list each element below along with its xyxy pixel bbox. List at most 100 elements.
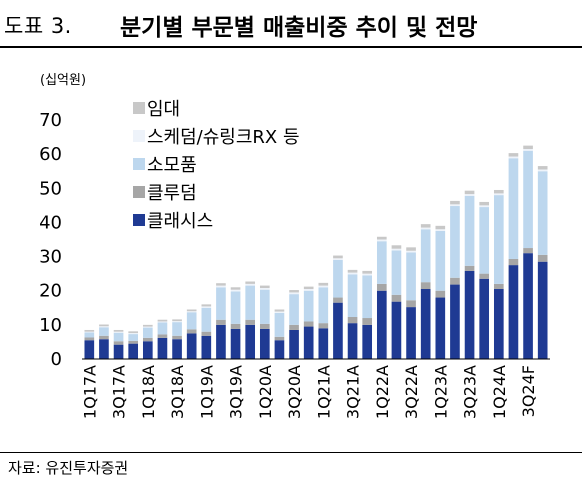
bar-segment	[186, 311, 197, 313]
x-tick-label: 1Q20A	[256, 365, 275, 419]
bar-segment	[128, 343, 139, 359]
bar-segment	[99, 335, 109, 340]
bar-segment	[391, 294, 402, 302]
bar-segment	[113, 332, 124, 342]
bar-segment	[333, 258, 343, 260]
bar-segment	[450, 204, 460, 207]
legend-swatch	[133, 214, 145, 226]
bar-segment	[303, 286, 314, 290]
x-tick-label: 3Q19A	[227, 365, 246, 419]
bar-segment	[333, 302, 343, 359]
bar-segment	[186, 329, 197, 334]
bar-segment	[230, 291, 241, 324]
bar-segment	[318, 282, 329, 286]
bar-segment	[391, 301, 402, 359]
header-rule	[0, 46, 582, 48]
bar-segment	[464, 194, 475, 196]
bar-segment	[537, 261, 548, 359]
bar-segment	[508, 153, 519, 157]
bar-segment	[435, 290, 446, 298]
x-tick-label: 1Q22A	[373, 365, 392, 419]
bar-segment	[128, 331, 139, 334]
bar-segment	[142, 327, 153, 338]
bar-segment	[172, 339, 182, 359]
figure-number: 도표 3.	[4, 14, 72, 38]
y-tick-label: 20	[39, 281, 62, 302]
bar-segment	[157, 334, 168, 338]
bar-segment	[493, 189, 504, 194]
legend-label: 임대	[147, 99, 180, 120]
bar-segment	[113, 329, 124, 332]
bar-segment	[230, 328, 241, 359]
bar-segment	[450, 206, 460, 278]
legend-label: 소모품	[147, 155, 197, 176]
source-note: 자료: 유진투자증권	[8, 459, 129, 477]
bar-segment	[303, 321, 314, 327]
bar-segment	[172, 335, 182, 340]
bar-segment	[172, 322, 182, 336]
bar-segment	[376, 236, 387, 240]
bar-segment	[420, 289, 431, 359]
bar-segment	[376, 290, 387, 359]
bar-segment	[230, 289, 241, 292]
bar-segment	[406, 252, 416, 301]
bar-segment	[464, 195, 475, 266]
bar-segment	[289, 290, 299, 293]
bar-segment	[362, 324, 373, 359]
x-tick-label: 3Q22A	[402, 365, 421, 419]
bar-segment	[274, 309, 285, 312]
bar-segment	[172, 319, 182, 322]
bar-segment	[406, 250, 416, 253]
y-tick-label: 60	[39, 144, 62, 165]
bar-segment	[523, 248, 533, 254]
bar-segment	[406, 300, 416, 308]
bar-segment	[435, 297, 446, 359]
legend-swatch	[133, 130, 145, 142]
bar-segment	[172, 321, 182, 323]
bar-segment	[523, 149, 533, 151]
bar-segment	[216, 319, 226, 325]
bar-segment	[318, 328, 329, 359]
bar-segment	[113, 341, 124, 345]
bar-segment	[259, 289, 270, 324]
x-tick-label: 1Q23A	[431, 365, 450, 419]
x-tick-label: 3Q24F	[519, 365, 538, 417]
bar-segment	[493, 193, 504, 196]
bar-segment	[142, 324, 153, 327]
legend-label: 클루덤	[147, 183, 197, 204]
bar-segment	[450, 277, 460, 285]
bar-segment	[464, 270, 475, 359]
x-tick-label: 3Q18A	[168, 365, 187, 419]
bar-segment	[435, 230, 446, 291]
bar-segment	[201, 331, 212, 336]
bar-segment	[245, 319, 256, 325]
stacked-bar-chart: (십억원) 0 10 20 30 40 50 60 70 1Q17A 3Q17A 1Q18A 3Q1…	[39, 73, 550, 419]
x-tick-label: 3Q21A	[344, 365, 363, 419]
bar-segment	[347, 269, 358, 273]
bar-segment	[128, 333, 139, 335]
bar-segment	[289, 324, 299, 330]
bar-segment	[274, 340, 285, 359]
bar-segment	[142, 341, 153, 359]
x-tick-label: 1Q17A	[80, 365, 99, 419]
bar-segment	[450, 284, 460, 359]
bar-segment	[333, 297, 343, 303]
bar-segment	[479, 201, 490, 206]
bar-segment	[347, 323, 358, 359]
bar-segment	[201, 304, 212, 307]
bar-segment	[376, 241, 387, 284]
bar-segment	[435, 225, 446, 230]
bar-segment	[508, 156, 519, 159]
bar-segment	[508, 265, 519, 359]
bar-segment	[157, 322, 168, 335]
x-tick-label: 1Q18A	[139, 365, 158, 419]
bar-segment	[157, 321, 168, 323]
bar-segment	[318, 285, 329, 288]
unit-label: (십억원)	[40, 73, 86, 88]
bar-segment	[435, 229, 446, 231]
bar-segment	[142, 326, 153, 328]
bar-segment	[493, 283, 504, 290]
x-tick-label: 3Q20A	[285, 365, 304, 419]
bar-segment	[186, 312, 197, 330]
